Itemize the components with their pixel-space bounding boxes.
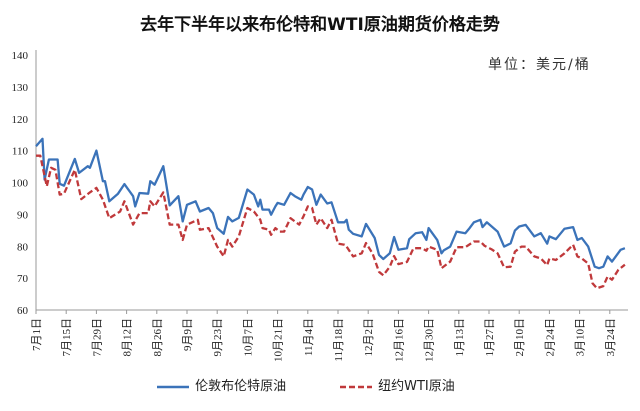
- y-tick-label: 90: [17, 209, 29, 221]
- y-tick-label: 130: [12, 82, 29, 94]
- x-tick-label: 7月1日: [31, 318, 43, 351]
- x-tick-label: 11月4日: [303, 318, 315, 356]
- x-tick-label: 10月7日: [242, 318, 254, 357]
- y-tick-label: 140: [12, 50, 29, 62]
- y-tick-label: 120: [12, 114, 29, 126]
- y-tick-label: 70: [17, 273, 29, 285]
- series-line-brent: [35, 137, 626, 270]
- y-tick-label: 100: [12, 178, 29, 190]
- x-tick-label: 7月15日: [61, 318, 73, 357]
- legend-item-brent: 伦敦布伦特原油: [155, 375, 286, 394]
- x-tick-label: 8月26日: [152, 318, 164, 357]
- unit-label: 单位：美元/桶: [488, 57, 591, 73]
- y-tick-label: 80: [17, 241, 29, 253]
- series-line-wti: [36, 154, 626, 290]
- x-tick-label: 3月24日: [605, 318, 617, 357]
- x-tick-label: 3月10日: [575, 318, 587, 357]
- x-tick-label: 1月13日: [454, 318, 466, 357]
- x-tick-label: 11月18日: [333, 318, 345, 362]
- legend-label-brent: 伦敦布伦特原油: [195, 379, 287, 394]
- chart-title: 去年下半年以来布伦特和WTI原油期货价格走势: [140, 15, 500, 35]
- x-tick-label: 9月9日: [182, 318, 194, 351]
- x-tick-label: 12月2日: [363, 318, 375, 357]
- y-tick-label: 60: [17, 305, 29, 317]
- x-tick-label: 12月16日: [393, 318, 405, 362]
- x-tick-label: 2月24日: [544, 318, 556, 357]
- x-tick-label: 1月27日: [484, 318, 496, 357]
- legend-swatch-brent: [157, 385, 189, 388]
- x-tick-label: 12月30日: [424, 318, 436, 362]
- x-tick-label: 2月10日: [514, 318, 526, 357]
- legend-label-wti: 纽约WTI原油: [378, 379, 455, 394]
- y-tick-label: 110: [12, 146, 29, 158]
- x-tick-label: 7月29日: [91, 318, 103, 357]
- legend-swatch-wti: [340, 385, 372, 388]
- x-tick-label: 8月12日: [122, 318, 134, 357]
- x-tick-label: 10月21日: [273, 318, 285, 362]
- x-tick-label: 9月23日: [212, 318, 224, 357]
- legend-item-wti: 纽约WTI原油: [338, 375, 455, 394]
